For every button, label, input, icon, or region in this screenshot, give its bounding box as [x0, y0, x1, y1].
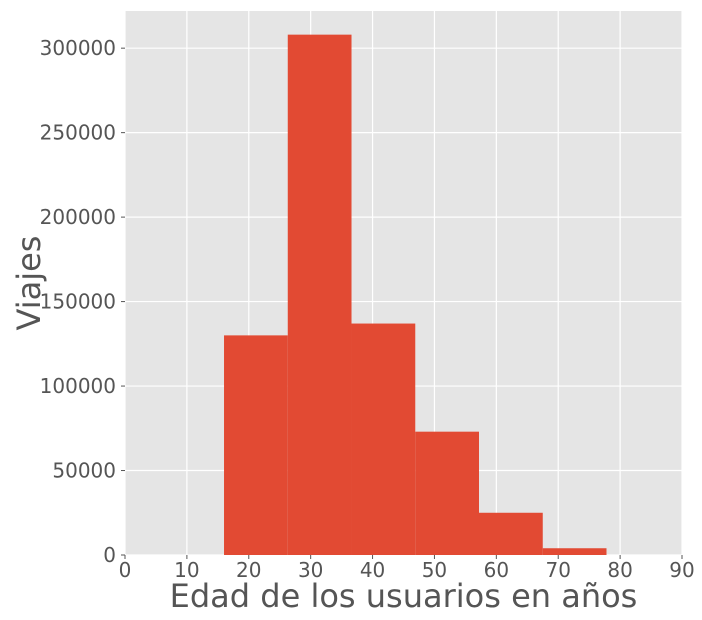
histogram-bar-4	[415, 431, 480, 555]
x-tick-label: 50	[422, 558, 447, 582]
x-tick-label: 70	[545, 558, 570, 582]
bars	[224, 34, 607, 556]
y-tick-label: 100000	[40, 374, 116, 398]
y-axis-ticks: 0 50000 100000 150000 200000 250000 300000	[40, 36, 125, 567]
x-tick-label: 0	[119, 558, 132, 582]
x-tick-label: 20	[236, 558, 261, 582]
histogram-bar-1	[224, 335, 288, 555]
histogram-bar-2	[287, 34, 352, 556]
histogram-bar-5	[479, 512, 543, 555]
y-tick-label: 0	[103, 543, 116, 567]
y-tick-label: 200000	[40, 205, 116, 229]
histogram-bar-6	[542, 548, 607, 555]
x-axis-ticks: 0 10 20 30 40 50 60 70 80 90	[119, 555, 695, 582]
x-tick-label: 80	[607, 558, 632, 582]
histogram-bar-3	[351, 323, 416, 555]
x-axis-label: Edad de los usuarios en años	[170, 577, 638, 615]
y-tick-label: 50000	[52, 459, 116, 483]
y-tick-label: 250000	[40, 121, 116, 145]
y-tick-label: 150000	[40, 290, 116, 314]
x-tick-label: 40	[360, 558, 385, 582]
y-axis-label: Viajes	[10, 236, 48, 331]
x-tick-label: 60	[484, 558, 509, 582]
x-tick-label: 10	[174, 558, 199, 582]
x-tick-label: 90	[669, 558, 694, 582]
x-tick-label: 30	[298, 558, 323, 582]
y-tick-label: 300000	[40, 36, 116, 60]
